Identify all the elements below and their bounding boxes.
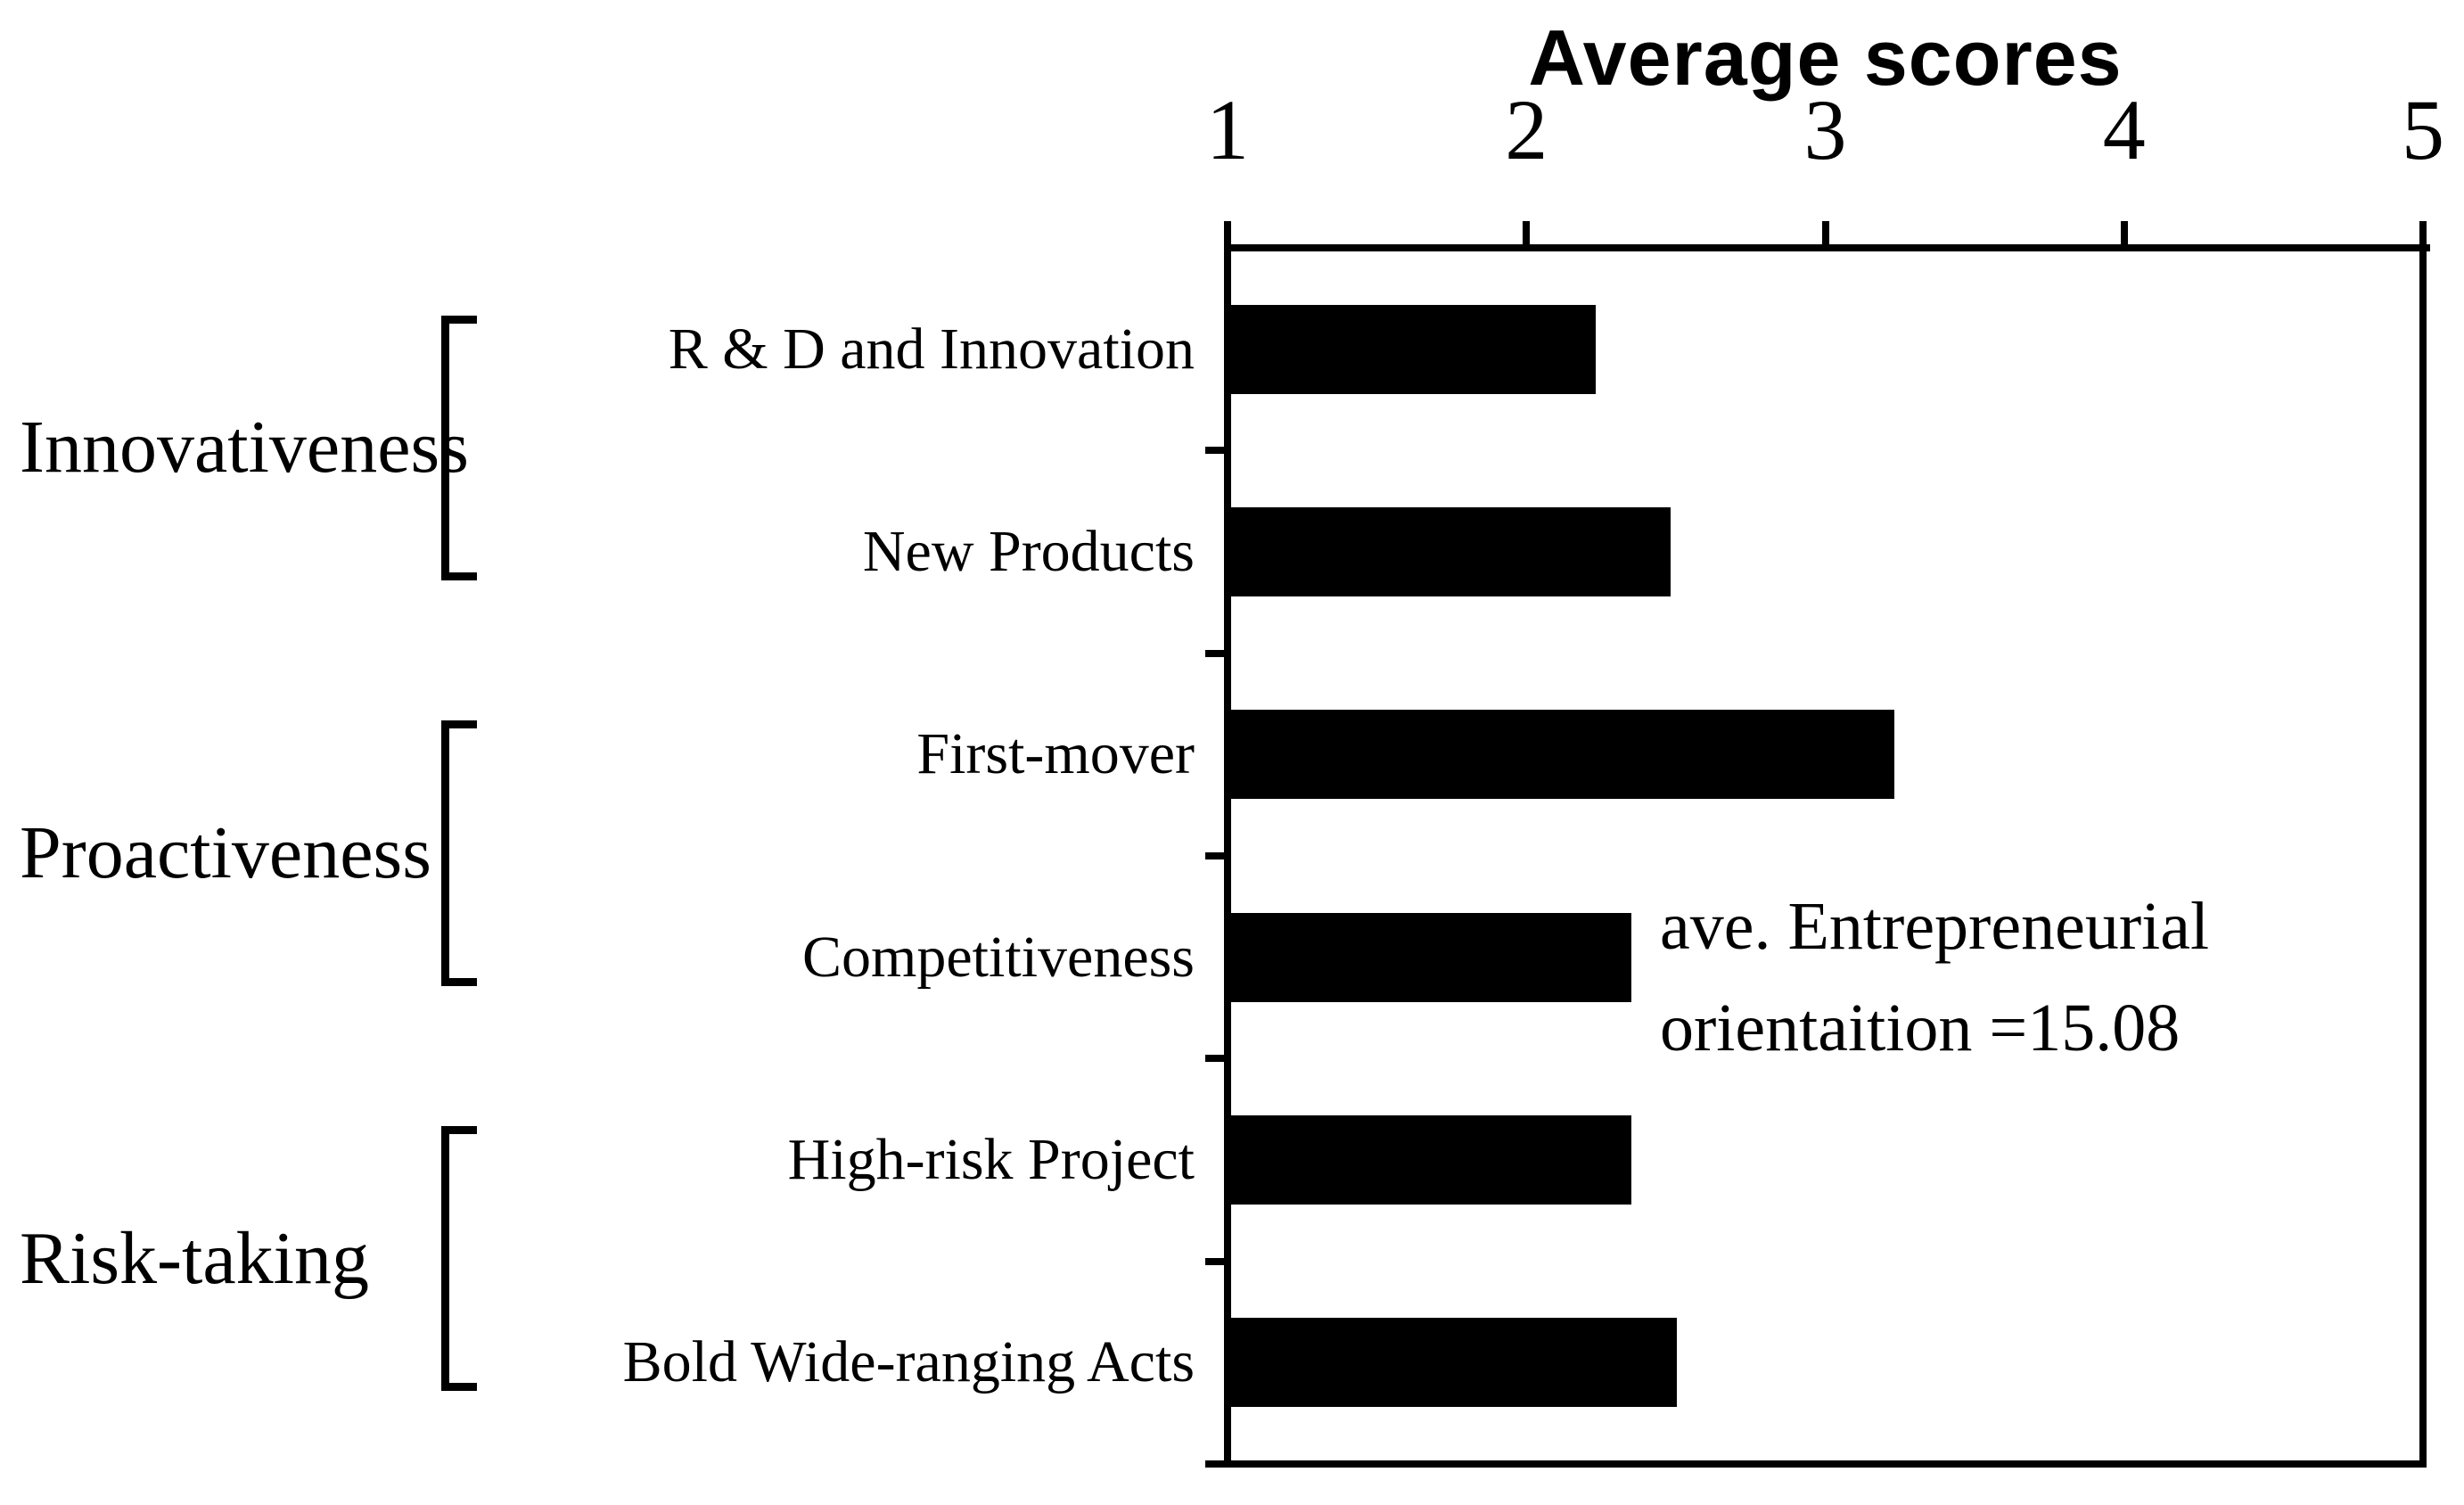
- x-axis-tick-mark: [1224, 221, 1231, 251]
- group-label: Proactiveness: [20, 811, 431, 894]
- annotation-line-2: orientaition =15.08: [1660, 991, 2181, 1065]
- category-label: Bold Wide-ranging Acts: [622, 1329, 1195, 1395]
- y-axis-tick-mark: [1205, 1055, 1228, 1063]
- x-axis-tick-label: 5: [2402, 82, 2444, 177]
- group-bracket: [441, 1126, 477, 1392]
- x-axis-tick-mark: [2120, 221, 2128, 251]
- group-label: Innovativeness: [20, 406, 469, 489]
- bar: [1231, 710, 1894, 800]
- annotation-line-1: ave. Entrepreneurial: [1660, 889, 2210, 964]
- category-label: New Products: [862, 519, 1195, 584]
- category-label: R & D and Innovation: [668, 316, 1195, 382]
- x-axis-tick-label: 4: [2102, 82, 2146, 177]
- group-label: Risk-taking: [20, 1216, 369, 1300]
- y-axis-tick-mark: [1205, 447, 1228, 455]
- category-label: First-mover: [916, 721, 1195, 787]
- group-bracket: [441, 720, 477, 986]
- x-axis-tick-mark: [1821, 221, 1829, 251]
- y-axis-tick-mark: [1205, 1257, 1228, 1265]
- x-axis-tick-label: 2: [1505, 82, 1548, 177]
- x-axis-tick-mark: [1523, 221, 1531, 251]
- group-bracket: [441, 315, 477, 580]
- annotation: ave. Entrepreneurial orientaition =15.08: [1660, 876, 2209, 1079]
- bar: [1231, 507, 1671, 596]
- category-label: High-risk Project: [787, 1127, 1195, 1192]
- y-axis-tick-mark: [1205, 649, 1228, 657]
- x-axis-tick-label: 1: [1206, 82, 1249, 177]
- bar: [1231, 304, 1596, 394]
- chart-title: Average scores: [1528, 13, 2123, 102]
- plot-bottom-border: [1205, 1460, 2427, 1468]
- y-axis-line: [1224, 244, 1231, 1468]
- plot-right-border: [2419, 221, 2427, 1468]
- y-axis-tick-mark: [1205, 852, 1228, 859]
- bar: [1231, 1318, 1677, 1408]
- x-axis-tick-label: 3: [1803, 82, 1847, 177]
- category-label: Competitiveness: [802, 924, 1195, 990]
- x-axis-tick-mark: [2419, 221, 2427, 251]
- bar: [1231, 1115, 1631, 1205]
- bar: [1231, 912, 1631, 1002]
